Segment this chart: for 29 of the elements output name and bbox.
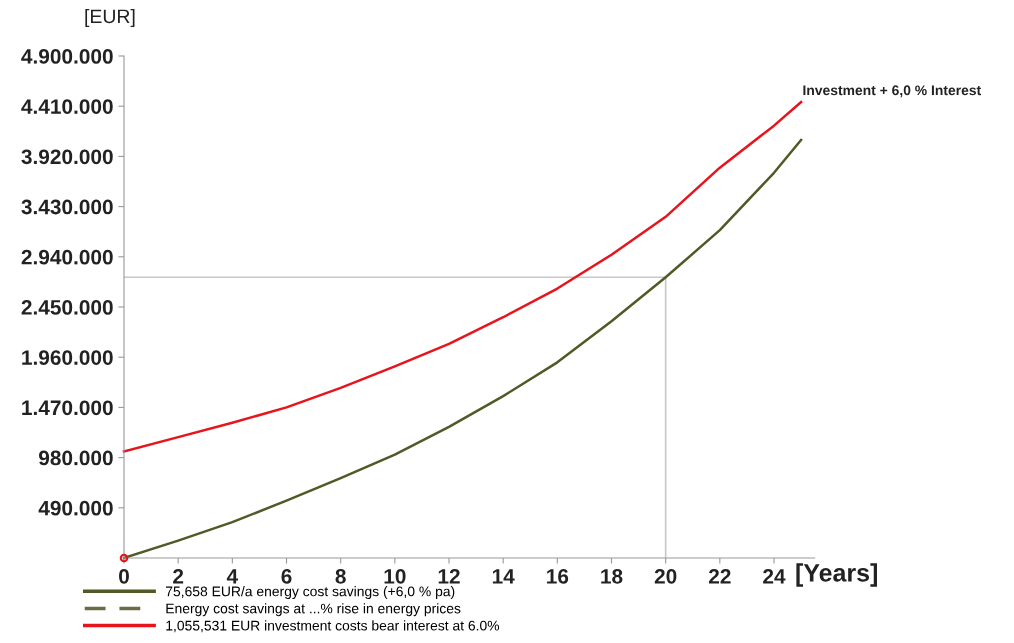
x-tick-label: 20 (654, 568, 677, 584)
annotation: Investment + 6,0 % Interest (803, 85, 981, 98)
y-tick-label: 1.470.000 (22, 400, 113, 416)
x-tick-label: 24 (763, 568, 786, 584)
x-tick-label: 6 (281, 568, 292, 584)
y-tick-label: 2.450.000 (21, 300, 113, 315)
x-axis-title: [Years] (796, 563, 877, 587)
x-tick-label: 0 (119, 568, 129, 584)
y-tick-label: 3.920.000 (21, 149, 113, 165)
x-tick-label: 14 (492, 569, 515, 584)
y-tick-label: 2.940.000 (21, 249, 113, 265)
legend-label: Energy cost savings at ...% rise in energy prices (166, 603, 461, 617)
legend-label: 1,055,531 EUR investment costs bear interest at 6.0% (166, 620, 500, 633)
legend-label: 75,658 EUR/a energy cost savings (+6,0 % pa) (165, 586, 455, 600)
x-tick-label: 2 (173, 568, 184, 584)
x-tick-label: 4 (226, 569, 239, 584)
x-tick-label: 22 (708, 568, 731, 584)
x-tick-label: 16 (547, 568, 569, 584)
y-tick-label: 980.000 (39, 450, 113, 466)
y-tick-label: 1.960.000 (22, 350, 113, 365)
x-tick-label: 18 (601, 568, 623, 584)
x-tick-label: 12 (438, 568, 460, 584)
y-tick-label: 4.900.000 (21, 49, 113, 64)
y-tick-label: 4.410.000 (21, 99, 113, 114)
y-axis-title: [EUR] (85, 8, 135, 28)
y-tick-label: 3.430.000 (21, 199, 113, 215)
y-tick-label: 490.000 (38, 500, 113, 516)
x-tick-label: 10 (384, 568, 406, 584)
x-tick-label: 8 (335, 568, 346, 584)
